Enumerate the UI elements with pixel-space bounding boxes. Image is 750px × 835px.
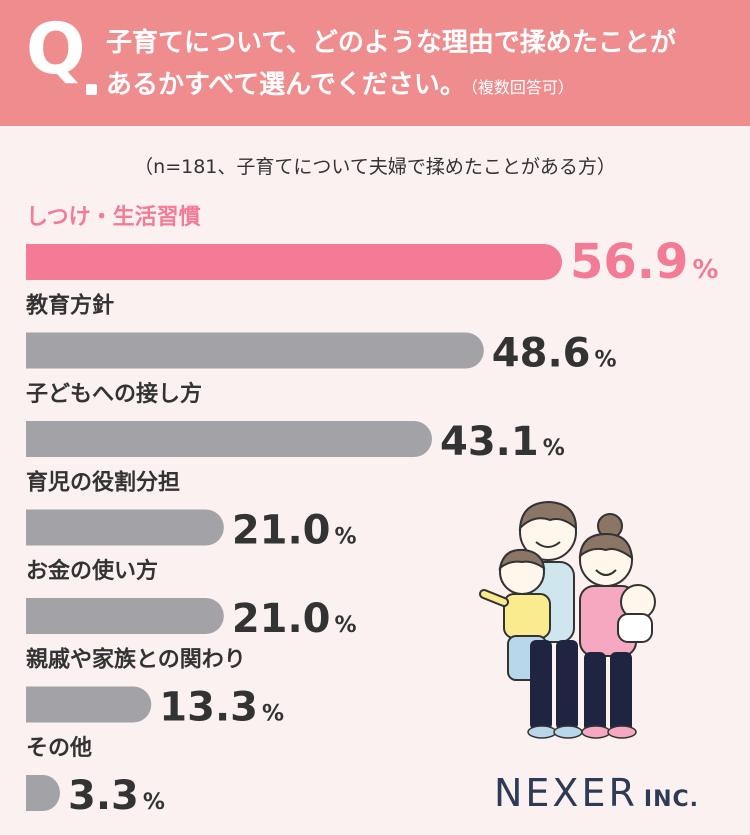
question-note: （複数回答可） (469, 78, 574, 97)
value-label: 3.3% (68, 773, 165, 819)
bar-left-edge (26, 775, 43, 811)
bar-left-edge (26, 332, 44, 369)
logo-main: NEXER (494, 771, 638, 815)
value-number: 43.1 (440, 419, 539, 465)
value-unit: % (595, 348, 617, 373)
question-header: Q 子育てについて、どのような理由で揉めたことが あるかすべて選んでください。（… (0, 0, 750, 126)
question-line-2: あるかすべて選んでください。 （複数回答可） (106, 72, 574, 98)
category-label: お金の使い方 (26, 558, 158, 584)
value-unit: % (692, 255, 718, 285)
category-label: 育児の役割分担 (26, 470, 180, 496)
category-label: 子どもへの接し方 (26, 381, 202, 407)
bar-left-edge (26, 244, 44, 280)
category-label: その他 (26, 736, 92, 761)
value-label: 21.0% (232, 508, 357, 554)
bar (26, 421, 433, 457)
value-label: 56.9% (570, 234, 719, 290)
bar (26, 244, 562, 280)
value-unit: % (335, 613, 357, 638)
bar (26, 686, 152, 723)
logo-suffix: INC. (643, 787, 699, 812)
family-illustration-icon (479, 500, 656, 739)
value-label: 48.6% (492, 331, 617, 377)
value-label: 43.1% (440, 419, 565, 465)
category-label: 親戚や家族との関わり (26, 647, 246, 673)
nexer-logo: NEXER INC. (494, 774, 699, 812)
bar (26, 598, 224, 634)
q-dot (86, 84, 97, 95)
value-number: 21.0 (232, 596, 331, 642)
category-label: 教育方針 (26, 293, 114, 319)
value-number: 21.0 (232, 508, 331, 554)
value-unit: % (262, 702, 284, 727)
question-line-1: 子育てについて、どのような理由で揉めたことが (106, 28, 676, 58)
bar-left-edge (26, 509, 44, 546)
bar-left-edge (26, 421, 44, 457)
value-unit: % (143, 790, 165, 815)
category-label: しつけ・生活習慣 (26, 204, 201, 230)
value-number: 48.6 (492, 331, 591, 377)
value-unit: % (335, 525, 357, 550)
value-number: 13.3 (159, 685, 258, 731)
bar (26, 332, 484, 369)
q-mark: Q (26, 8, 86, 90)
bar-left-edge (26, 686, 44, 723)
value-label: 21.0% (232, 596, 357, 642)
value-number: 3.3 (68, 773, 139, 819)
value-number: 56.9 (570, 234, 688, 290)
chart-subtitle: （n=181、子育てについて夫婦で揉めたことがある方） (134, 156, 616, 178)
bar (26, 509, 224, 546)
value-label: 13.3% (159, 685, 284, 731)
bar-left-edge (26, 598, 44, 634)
value-unit: % (543, 436, 565, 461)
question-line-2-text: あるかすべて選んでください。 (106, 70, 466, 100)
